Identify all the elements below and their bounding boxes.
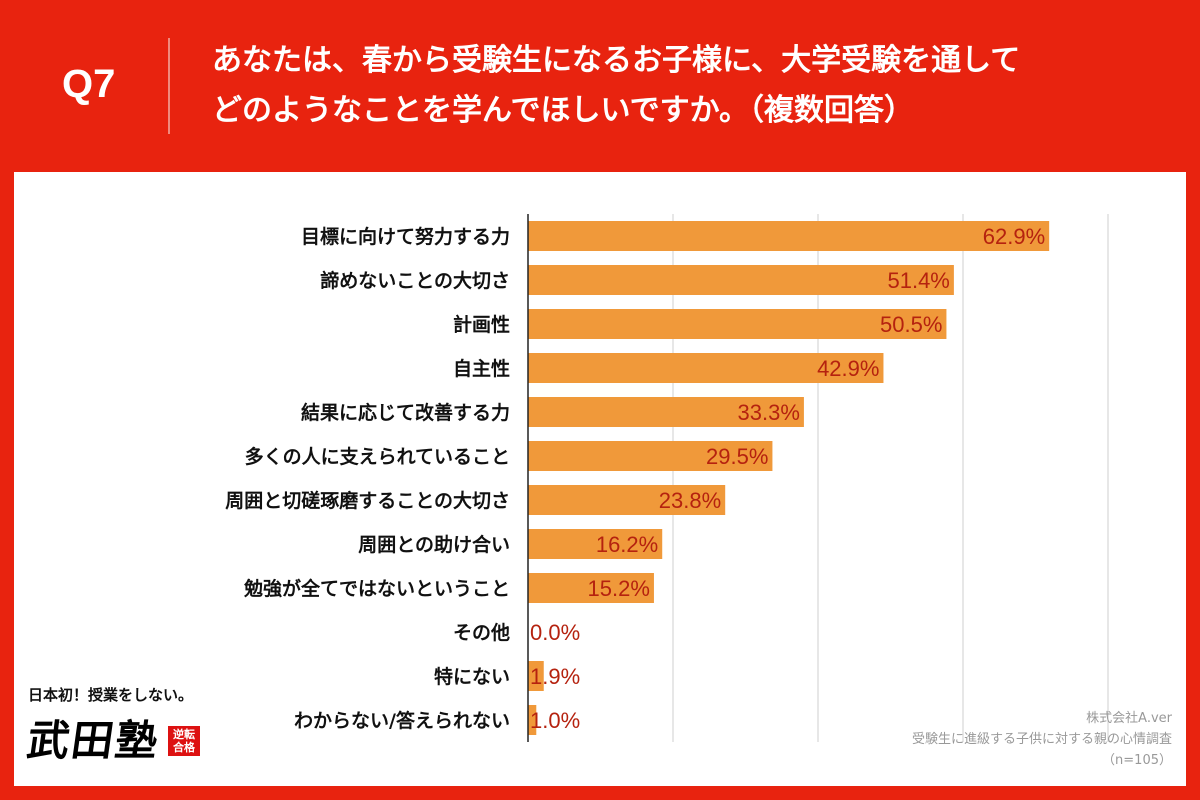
category-label: 周囲との助け合い: [358, 533, 510, 556]
category-label: 目標に向けて努力する力: [301, 225, 510, 248]
value-label: 15.2%: [588, 576, 650, 601]
bar: [528, 397, 804, 427]
title-line-1: あなたは、春から受験生になるお子様に、大学受験を通して: [212, 43, 1021, 78]
category-label: 周囲と切磋琢磨することの大切さ: [225, 489, 510, 512]
value-label: 16.2%: [596, 532, 658, 557]
category-label: 諦めないことの大切さ: [320, 269, 510, 292]
value-label: 42.9%: [817, 356, 879, 381]
category-label: その他: [453, 621, 510, 644]
bar: [528, 265, 954, 295]
question-title: あなたは、春から受験生になるお子様に、大学受験を通して どのようなことを学んでほ…: [212, 36, 1172, 136]
value-label: 1.9%: [530, 664, 580, 689]
bar: [528, 485, 726, 515]
bar: [528, 221, 1050, 251]
bar: [528, 309, 947, 339]
bar: [528, 705, 537, 735]
category-label: 結果に応じて改善する力: [301, 401, 510, 424]
bar: [528, 441, 773, 471]
category-label: 特にない: [434, 666, 510, 688]
sample-size: （n=105）: [1102, 753, 1172, 768]
category-label: 自主性: [453, 357, 510, 380]
logo: 日本初！授業をしない。 武田塾 逆転合格: [24, 684, 218, 774]
logo-name: 武田塾: [24, 716, 164, 765]
source-company: 株式会社A.ver: [1086, 711, 1172, 726]
logo-tagline: 日本初！授業をしない。: [28, 686, 194, 704]
question-number: Q7: [62, 62, 116, 106]
title-line-2: どのようなことを学んでほしいですか。（複数回答）: [212, 93, 914, 128]
divider: [168, 38, 170, 134]
source-note: 株式会社A.ver 受験生に進級する子供に対する親の心情調査 （n=105）: [912, 708, 1172, 771]
category-label: 多くの人に支えられていること: [245, 445, 510, 468]
bar: [528, 661, 544, 691]
category-label: 勉強が全てではないということ: [243, 577, 510, 600]
value-label: 51.4%: [887, 268, 949, 293]
value-label: 0.0%: [530, 620, 580, 645]
value-label: 50.5%: [880, 312, 942, 337]
value-label: 33.3%: [738, 400, 800, 425]
value-label: 23.8%: [659, 488, 721, 513]
value-label: 29.5%: [706, 444, 768, 469]
value-label: 1.0%: [530, 708, 580, 733]
bar: [528, 529, 663, 559]
value-label: 62.9%: [983, 224, 1045, 249]
bar: [528, 353, 884, 383]
source-survey: 受験生に進級する子供に対する親の心情調査: [911, 732, 1172, 747]
bar: [528, 573, 654, 603]
category-label: わからない/答えられない: [294, 709, 510, 732]
category-label: 計画性: [453, 313, 510, 336]
logo-stamp: 逆転合格: [168, 726, 200, 756]
